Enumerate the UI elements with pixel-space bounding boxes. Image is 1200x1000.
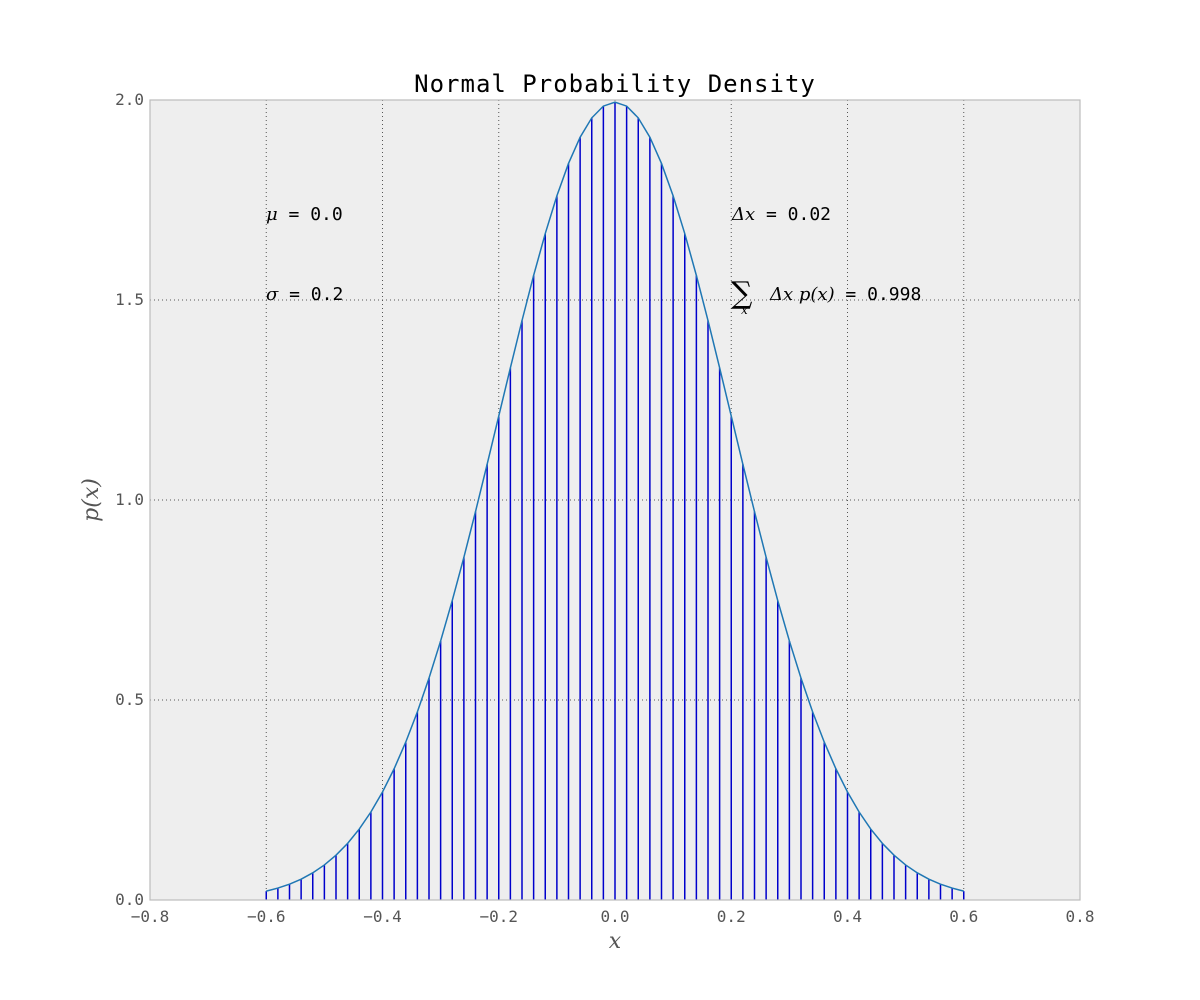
x-tick-label: −0.4 bbox=[363, 907, 402, 926]
y-tick-label: 2.0 bbox=[115, 90, 144, 109]
sum-term: Δx p(x) bbox=[769, 284, 835, 305]
sigma-annotation: σ = 0.2 bbox=[266, 284, 343, 305]
x-tick-label: −0.2 bbox=[479, 907, 518, 926]
x-tick-label: 0.2 bbox=[717, 907, 746, 926]
x-tick-label: −0.8 bbox=[131, 907, 170, 926]
sum-subscript: x bbox=[741, 303, 748, 317]
dx-symbol: Δx bbox=[731, 204, 755, 225]
x-tick-label: 0.4 bbox=[833, 907, 862, 926]
sum-value: = 0.998 bbox=[835, 284, 922, 305]
dx-value: = 0.02 bbox=[755, 204, 831, 225]
y-tick-label: 0.5 bbox=[115, 690, 144, 709]
y-tick-label: 1.0 bbox=[115, 490, 144, 509]
y-tick-label: 0.0 bbox=[115, 890, 144, 909]
x-tick-label: 0.0 bbox=[601, 907, 630, 926]
x-axis-label: x bbox=[609, 929, 622, 954]
sum-annotation: ∑ x Δx p(x) = 0.998 bbox=[731, 276, 921, 317]
mu-annotation: μ = 0.0 bbox=[266, 204, 343, 225]
mu-symbol: μ bbox=[266, 204, 278, 225]
y-tick-labels: 0.0 0.5 1.0 1.5 2.0 bbox=[115, 90, 144, 909]
sigma-value: = 0.2 bbox=[278, 284, 343, 305]
plot-border bbox=[149, 99, 1081, 901]
svg-text:σ = 0.2: σ = 0.2 bbox=[266, 284, 343, 305]
chart-title: Normal Probability Density bbox=[414, 70, 816, 98]
x-tick-label: 0.6 bbox=[949, 907, 978, 926]
dx-annotation: Δx = 0.02 bbox=[731, 204, 831, 225]
x-tick-label: 0.8 bbox=[1066, 907, 1095, 926]
x-tick-labels: −0.8 −0.6 −0.4 −0.2 0.0 0.2 0.4 0.6 0.8 bbox=[131, 907, 1095, 926]
svg-text:Δx = 0.02: Δx = 0.02 bbox=[731, 204, 831, 225]
svg-text:μ = 0.0: μ = 0.0 bbox=[266, 204, 343, 225]
sigma-symbol: σ bbox=[266, 284, 279, 305]
stem-series bbox=[265, 102, 965, 900]
density-curve bbox=[266, 101, 964, 892]
mu-value: = 0.0 bbox=[278, 204, 343, 225]
y-axis-label: p(x) bbox=[79, 478, 104, 522]
y-tick-label: 1.5 bbox=[115, 290, 144, 309]
svg-text:Δx p(x) = 0.998: Δx p(x) = 0.998 bbox=[769, 284, 921, 305]
x-tick-label: −0.6 bbox=[247, 907, 286, 926]
sum-symbol: ∑ bbox=[731, 276, 753, 311]
